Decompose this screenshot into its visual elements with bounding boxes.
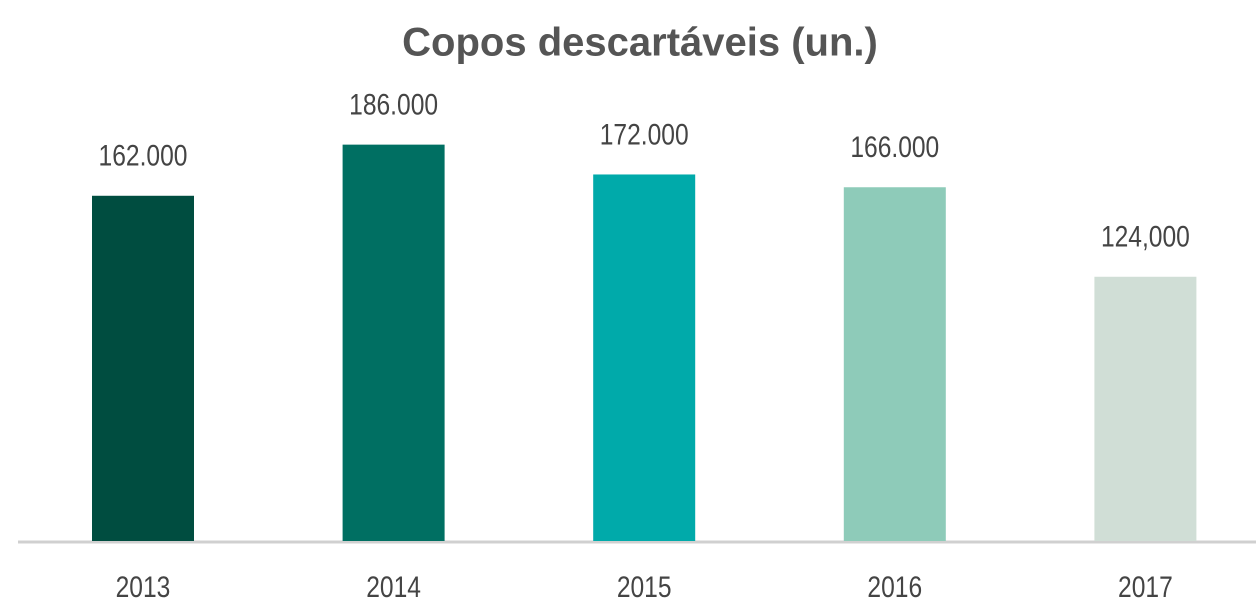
x-tick-label: 2017	[1118, 570, 1173, 604]
data-label: 124,000	[1101, 219, 1190, 253]
chart-title: Copos descartáveis (un.)	[402, 21, 878, 65]
x-tick-label: 2014	[366, 570, 421, 604]
data-label: 186.000	[349, 87, 438, 121]
bar	[843, 187, 946, 541]
bar	[92, 195, 194, 541]
x-tick-label: 2016	[867, 570, 922, 604]
bar	[593, 174, 696, 541]
data-label: 162.000	[99, 138, 188, 172]
bar	[1094, 276, 1197, 541]
bar	[342, 144, 445, 541]
data-label: 166.000	[850, 130, 939, 164]
x-tick-label: 2013	[116, 570, 171, 604]
data-label: 172.000	[600, 117, 689, 151]
x-tick-label: 2015	[617, 570, 672, 604]
